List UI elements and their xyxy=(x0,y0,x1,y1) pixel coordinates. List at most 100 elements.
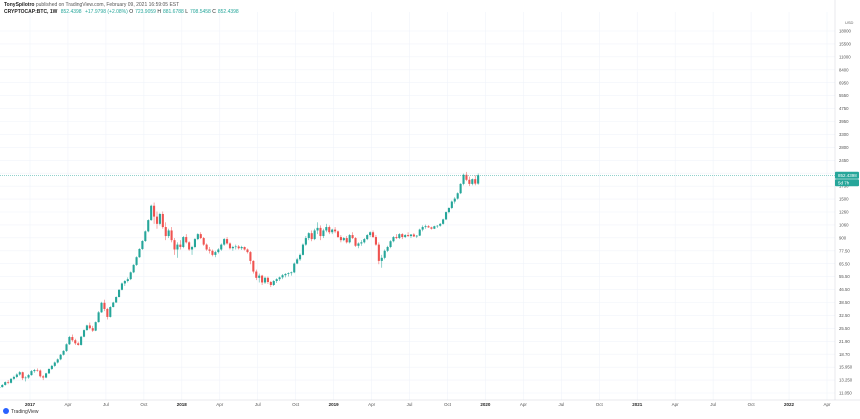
candle xyxy=(71,334,74,342)
candle xyxy=(205,243,208,251)
candle-body xyxy=(301,244,305,255)
candle-body xyxy=(272,281,275,285)
candle xyxy=(468,176,471,187)
candle xyxy=(363,238,366,244)
candle-body xyxy=(196,234,199,240)
candle-body xyxy=(155,216,159,224)
candle xyxy=(322,228,325,239)
candle-body xyxy=(7,382,10,383)
candle xyxy=(135,256,138,266)
candle-body xyxy=(106,308,109,317)
candle-body xyxy=(1,384,4,388)
candle-body xyxy=(109,307,112,317)
candle-body xyxy=(47,368,51,374)
candle xyxy=(401,233,404,240)
candle xyxy=(392,236,395,243)
candle-body xyxy=(27,375,30,378)
candle-body xyxy=(135,257,138,265)
candle-body xyxy=(322,230,325,237)
candle-body xyxy=(185,237,188,243)
y-tick-label: 25.50 xyxy=(839,326,850,331)
y-tick-label: 15.950 xyxy=(839,365,853,370)
candle-body xyxy=(231,246,234,249)
candle xyxy=(424,224,427,229)
candle-body xyxy=(436,225,439,227)
candle-body xyxy=(30,371,33,376)
candle xyxy=(404,234,407,239)
publish-info: TonySpilotro published on TradingView.co… xyxy=(4,2,179,8)
candle xyxy=(112,301,115,308)
candle xyxy=(100,301,103,313)
candle xyxy=(47,368,51,374)
candle xyxy=(462,173,465,186)
candle xyxy=(331,228,334,235)
candle xyxy=(471,178,474,186)
candle xyxy=(444,211,448,221)
candle-body xyxy=(389,241,392,247)
candle xyxy=(109,306,112,318)
candle xyxy=(193,238,196,249)
y-tick-label: 1500 xyxy=(839,197,849,202)
candle xyxy=(269,281,272,288)
candle-body xyxy=(261,275,264,283)
candle-body xyxy=(129,272,132,280)
candle-body xyxy=(348,235,351,243)
candle xyxy=(240,245,243,250)
y-tick-label: 5550 xyxy=(839,93,849,98)
candle xyxy=(415,235,418,239)
candle xyxy=(255,269,258,281)
close-value: 852.4398 xyxy=(217,9,239,15)
candle-body xyxy=(409,234,413,237)
candle xyxy=(328,225,331,235)
candle xyxy=(430,226,433,230)
candle-body xyxy=(398,234,401,239)
candle-body xyxy=(252,260,255,272)
price-axis[interactable]: 18000 15500 11000 8400 6950 5550 4750 3950 3300 2… xyxy=(839,29,853,396)
open-label: O xyxy=(129,9,134,15)
x-tick-label: Oct xyxy=(140,402,148,407)
candle xyxy=(366,234,369,241)
x-tick-label: Apr xyxy=(64,402,72,407)
y-tick-label: 65.50 xyxy=(839,261,850,266)
y-tick-label: 6950 xyxy=(839,80,849,85)
y-tick-label: 38.50 xyxy=(839,300,850,305)
y-tick-label: 18000 xyxy=(839,29,852,34)
candle-body xyxy=(33,370,36,372)
currency-label: USD xyxy=(845,20,854,25)
candle-body xyxy=(164,227,167,237)
candle-body xyxy=(246,249,249,253)
candle xyxy=(68,335,71,345)
candle xyxy=(161,211,164,229)
symbol-label[interactable]: CRYPTOCAP:BTC, 1W xyxy=(4,9,58,15)
candle xyxy=(176,242,179,258)
candle-body xyxy=(366,235,369,240)
candle xyxy=(398,233,401,240)
candle xyxy=(246,248,249,254)
candle xyxy=(80,335,83,346)
time-axis[interactable]: 2017 Apr Jul Oct 2018 Apr Jul Oct 2019 Apr Jul Oct 2… xyxy=(25,402,831,407)
candle-body xyxy=(123,281,126,284)
candle-body xyxy=(351,235,354,239)
candle xyxy=(360,240,363,246)
candle xyxy=(21,371,24,381)
candle xyxy=(436,225,439,228)
candle xyxy=(196,233,199,241)
y-tick-label: 8400 xyxy=(839,67,849,72)
candle xyxy=(39,369,42,378)
y-tick-label: 3300 xyxy=(839,132,849,137)
candle-body xyxy=(407,235,410,237)
candle xyxy=(342,237,345,242)
candle-body xyxy=(117,289,121,298)
x-tick-label: Apr xyxy=(216,402,224,407)
candle xyxy=(319,225,322,241)
candle-body xyxy=(462,174,465,184)
y-tick-label: 4750 xyxy=(839,106,849,111)
author-name[interactable]: TonySpilotro xyxy=(4,2,35,8)
tradingview-logo[interactable]: TradingView xyxy=(3,408,39,415)
candle-body xyxy=(424,226,427,228)
candle xyxy=(15,373,18,379)
candle-body xyxy=(42,376,45,378)
candle-body xyxy=(334,229,337,232)
candle xyxy=(150,204,153,221)
candle xyxy=(33,368,36,373)
